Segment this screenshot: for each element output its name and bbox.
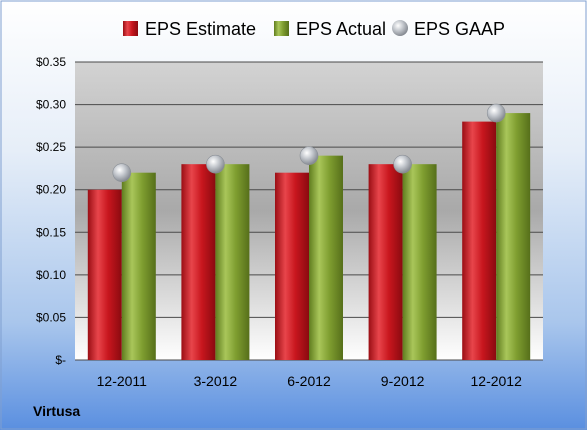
legend-swatch-eps-gaap [392, 20, 408, 36]
bar-eps-estimate [181, 164, 216, 360]
legend: EPS Estimate EPS Actual EPS GAAP [123, 19, 505, 39]
legend-swatch-eps-actual [274, 21, 289, 36]
bar-eps-actual [402, 164, 437, 360]
marker-eps-gaap [206, 154, 225, 174]
bar-eps-estimate [275, 172, 309, 360]
marker-eps-gaap [486, 103, 506, 123]
bar-eps-estimate [462, 121, 497, 360]
marker-eps-gaap [299, 146, 319, 165]
x-category-label: 12-2012 [471, 373, 523, 389]
legend-label-eps-actual: EPS Actual [296, 19, 386, 39]
company-name: Virtusa [33, 403, 80, 419]
y-axis-tick-labels: $- $0.05 $0.10 $0.15 $0.20 $0.25 $0.30 $0.35 [36, 55, 66, 367]
y-tick-label: $0.20 [36, 183, 66, 197]
legend-label-eps-estimate: EPS Estimate [145, 19, 256, 39]
x-axis-category-labels: 12-2011 3-2012 6-2012 9-2012 12-2012 [97, 373, 522, 389]
y-tick-label: $0.10 [36, 268, 66, 282]
legend-swatch-eps-estimate [123, 21, 138, 36]
x-category-label: 12-2011 [97, 373, 148, 389]
x-category-label: 3-2012 [194, 373, 238, 389]
bar-eps-estimate [87, 189, 122, 360]
bar-eps-actual [309, 155, 343, 360]
y-tick-label: $0.25 [36, 140, 66, 154]
y-tick-label: $0.30 [36, 98, 66, 112]
bars [87, 113, 531, 360]
y-tick-label: $- [55, 353, 66, 367]
bar-eps-actual [496, 113, 531, 360]
marker-eps-gaap [393, 154, 412, 174]
x-category-label: 6-2012 [287, 373, 331, 389]
x-category-label: 9-2012 [381, 373, 425, 389]
bar-eps-actual [121, 172, 156, 360]
marker-eps-gaap [112, 163, 132, 182]
gaap-markers [112, 103, 506, 182]
legend-label-eps-gaap: EPS GAAP [414, 19, 505, 39]
y-tick-label: $0.15 [36, 225, 66, 239]
bar-eps-estimate [368, 164, 403, 360]
bar-eps-actual [215, 164, 250, 360]
y-tick-label: $0.35 [36, 55, 66, 69]
y-tick-label: $0.05 [36, 310, 66, 324]
